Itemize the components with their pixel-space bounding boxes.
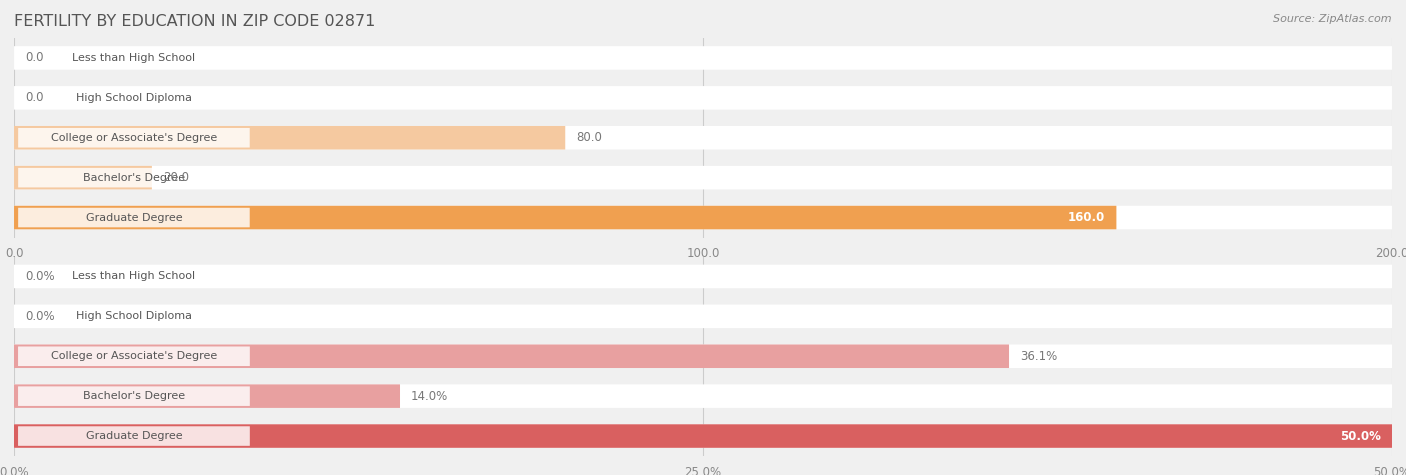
- Text: 0.0%: 0.0%: [25, 270, 55, 283]
- FancyBboxPatch shape: [14, 166, 152, 190]
- Text: 20.0: 20.0: [163, 171, 188, 184]
- Text: Source: ZipAtlas.com: Source: ZipAtlas.com: [1274, 14, 1392, 24]
- Text: 80.0: 80.0: [576, 131, 602, 144]
- FancyBboxPatch shape: [14, 126, 1392, 150]
- FancyBboxPatch shape: [18, 168, 250, 188]
- FancyBboxPatch shape: [14, 384, 399, 408]
- FancyBboxPatch shape: [14, 166, 1392, 190]
- FancyBboxPatch shape: [18, 128, 250, 148]
- Text: Bachelor's Degree: Bachelor's Degree: [83, 391, 186, 401]
- Text: 0.0: 0.0: [25, 91, 44, 104]
- Text: 0.0%: 0.0%: [25, 310, 55, 323]
- Text: 50.0%: 50.0%: [1340, 429, 1381, 443]
- FancyBboxPatch shape: [14, 206, 1116, 229]
- FancyBboxPatch shape: [18, 346, 250, 366]
- Text: Bachelor's Degree: Bachelor's Degree: [83, 172, 186, 183]
- Text: 36.1%: 36.1%: [1019, 350, 1057, 363]
- Text: College or Associate's Degree: College or Associate's Degree: [51, 351, 217, 361]
- Text: 160.0: 160.0: [1069, 211, 1105, 224]
- Text: Less than High School: Less than High School: [72, 271, 195, 282]
- Text: Graduate Degree: Graduate Degree: [86, 431, 183, 441]
- FancyBboxPatch shape: [18, 266, 250, 286]
- Text: College or Associate's Degree: College or Associate's Degree: [51, 133, 217, 143]
- FancyBboxPatch shape: [18, 426, 250, 446]
- FancyBboxPatch shape: [18, 208, 250, 228]
- FancyBboxPatch shape: [14, 344, 1010, 368]
- FancyBboxPatch shape: [18, 306, 250, 326]
- Text: Graduate Degree: Graduate Degree: [86, 212, 183, 223]
- FancyBboxPatch shape: [14, 344, 1392, 368]
- Text: 14.0%: 14.0%: [411, 390, 449, 403]
- FancyBboxPatch shape: [14, 424, 1392, 448]
- FancyBboxPatch shape: [18, 386, 250, 406]
- FancyBboxPatch shape: [14, 86, 1392, 110]
- Text: Less than High School: Less than High School: [72, 53, 195, 63]
- Text: FERTILITY BY EDUCATION IN ZIP CODE 02871: FERTILITY BY EDUCATION IN ZIP CODE 02871: [14, 14, 375, 29]
- FancyBboxPatch shape: [14, 46, 1392, 70]
- Text: High School Diploma: High School Diploma: [76, 93, 193, 103]
- FancyBboxPatch shape: [14, 265, 1392, 288]
- FancyBboxPatch shape: [14, 384, 1392, 408]
- Text: High School Diploma: High School Diploma: [76, 311, 193, 322]
- FancyBboxPatch shape: [14, 304, 1392, 328]
- FancyBboxPatch shape: [18, 48, 250, 68]
- FancyBboxPatch shape: [18, 88, 250, 108]
- Text: 0.0: 0.0: [25, 51, 44, 65]
- FancyBboxPatch shape: [14, 206, 1392, 229]
- FancyBboxPatch shape: [14, 126, 565, 150]
- FancyBboxPatch shape: [14, 424, 1392, 448]
